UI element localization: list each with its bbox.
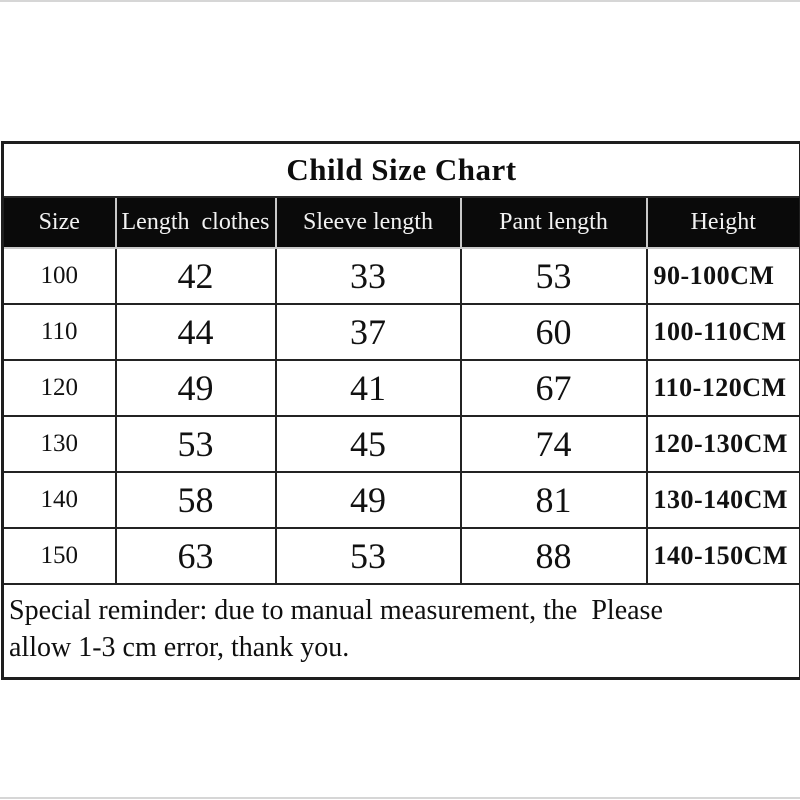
table-row-size-120: 120 49 41 67 110-120CM: [1, 359, 800, 417]
cell-length-clothes: 49: [114, 359, 277, 417]
page-title: Child Size Chart: [1, 141, 800, 198]
cell-sleeve-length: 53: [274, 527, 462, 585]
cell-length-clothes: 58: [114, 471, 277, 529]
cell-height: 120-130CM: [645, 415, 800, 473]
cell-length-clothes: 63: [114, 527, 277, 585]
cell-length-clothes: 42: [114, 247, 277, 305]
column-header-sleeve-length: Sleeve length: [274, 196, 462, 249]
cell-height: 110-120CM: [645, 359, 800, 417]
table-header-row: Size Length clothes Sleeve length Pant l…: [1, 196, 800, 249]
cell-pant-length: 81: [459, 471, 648, 529]
cell-sleeve-length: 49: [274, 471, 462, 529]
cell-pant-length: 88: [459, 527, 648, 585]
column-header-pant-length: Pant length: [459, 196, 648, 249]
cell-sleeve-length: 45: [274, 415, 462, 473]
bottom-edge-line: [0, 797, 800, 799]
reminder-note-line-2: allow 1-3 cm error, thank you.: [9, 632, 350, 663]
top-edge-line: [0, 0, 800, 2]
column-header-size: Size: [1, 196, 117, 249]
reminder-row: Special reminder: due to manual measurem…: [1, 583, 800, 680]
cell-size: 130: [1, 415, 117, 473]
cell-sleeve-length: 41: [274, 359, 462, 417]
cell-size: 100: [1, 247, 117, 305]
column-header-height: Height: [645, 196, 800, 249]
cell-size: 120: [1, 359, 117, 417]
cell-sleeve-length: 37: [274, 303, 462, 361]
table-row-size-110: 110 44 37 60 100-110CM: [1, 303, 800, 361]
cell-height: 130-140CM: [645, 471, 800, 529]
cell-height: 140-150CM: [645, 527, 800, 585]
column-header-length-clothes: Length clothes: [114, 196, 277, 249]
cell-size: 150: [1, 527, 117, 585]
table-row-size-140: 140 58 49 81 130-140CM: [1, 471, 800, 529]
cell-sleeve-length: 33: [274, 247, 462, 305]
reminder-note: Special reminder: due to manual measurem…: [1, 583, 800, 680]
child-size-table: Child Size Chart Size Length clothes Sle…: [1, 141, 800, 680]
title-row: Child Size Chart: [1, 141, 800, 198]
table-row-size-100: 100 42 33 53 90-100CM: [1, 247, 800, 305]
cell-pant-length: 74: [459, 415, 648, 473]
table-row-size-150: 150 63 53 88 140-150CM: [1, 527, 800, 585]
cell-pant-length: 53: [459, 247, 648, 305]
cell-pant-length: 67: [459, 359, 648, 417]
cell-size: 140: [1, 471, 117, 529]
cell-pant-length: 60: [459, 303, 648, 361]
table-row-size-130: 130 53 45 74 120-130CM: [1, 415, 800, 473]
cell-height: 90-100CM: [645, 247, 800, 305]
cell-length-clothes: 44: [114, 303, 277, 361]
cell-height: 100-110CM: [645, 303, 800, 361]
reminder-note-line-1: Special reminder: due to manual measurem…: [9, 595, 663, 626]
cell-length-clothes: 53: [114, 415, 277, 473]
cell-size: 110: [1, 303, 117, 361]
